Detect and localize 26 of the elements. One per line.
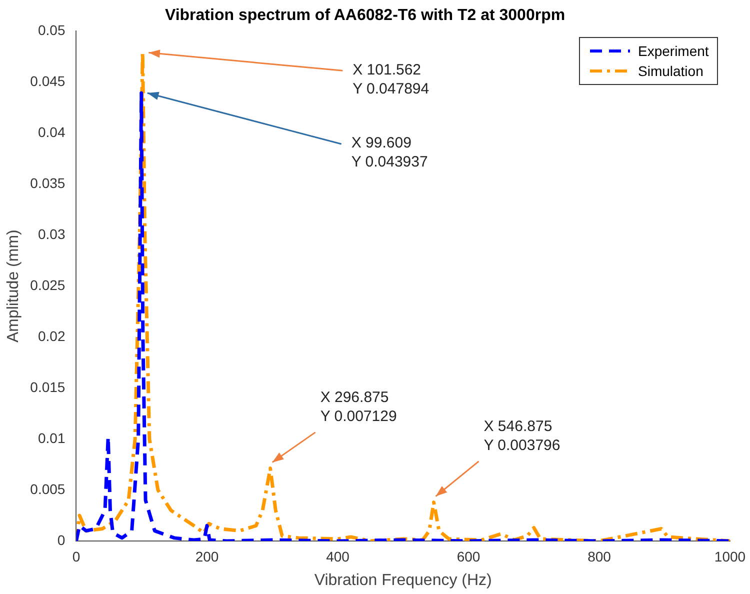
x-tick-label: 1000: [714, 548, 746, 564]
annotation: X 99.609 Y 0.043937: [351, 134, 428, 171]
y-tick-label: 0.04: [38, 124, 66, 140]
legend-label: Simulation: [638, 62, 704, 82]
annotation: X 296.875 Y 0.007129: [320, 388, 397, 425]
y-tick-label: 0.01: [38, 430, 66, 446]
y-axis-title: Amplitude (mm): [5, 230, 22, 343]
x-tick-label: 600: [456, 548, 480, 564]
y-tick-label: 0.025: [30, 276, 66, 293]
annotation: X 101.562 Y 0.047894: [352, 61, 430, 98]
y-tick-label: 0.015: [30, 378, 66, 395]
legend-label: Experiment: [638, 42, 709, 62]
x-tick-label: 0: [72, 548, 80, 564]
x-tick-label: 200: [195, 548, 219, 564]
y-tick-label: 0.05: [38, 22, 66, 38]
y-tick-label: 0.02: [38, 328, 66, 344]
y-tick-label: 0: [57, 532, 66, 548]
x-tick-label: 800: [588, 548, 612, 564]
x-tick-label: 400: [326, 548, 350, 564]
chart-title: Vibration spectrum of AA6082-T6 with T2 at 3000rpm: [164, 7, 566, 24]
y-tick-label: 0.005: [30, 480, 66, 497]
annotation: X 546.875 Y 0.003796: [484, 418, 560, 454]
y-tick-label: 0.035: [30, 175, 66, 191]
y-tick-label: 0.03: [38, 226, 66, 242]
y-tick-label: 0.045: [30, 73, 66, 90]
x-axis-title: Vibration Frequency (Hz): [314, 572, 492, 589]
